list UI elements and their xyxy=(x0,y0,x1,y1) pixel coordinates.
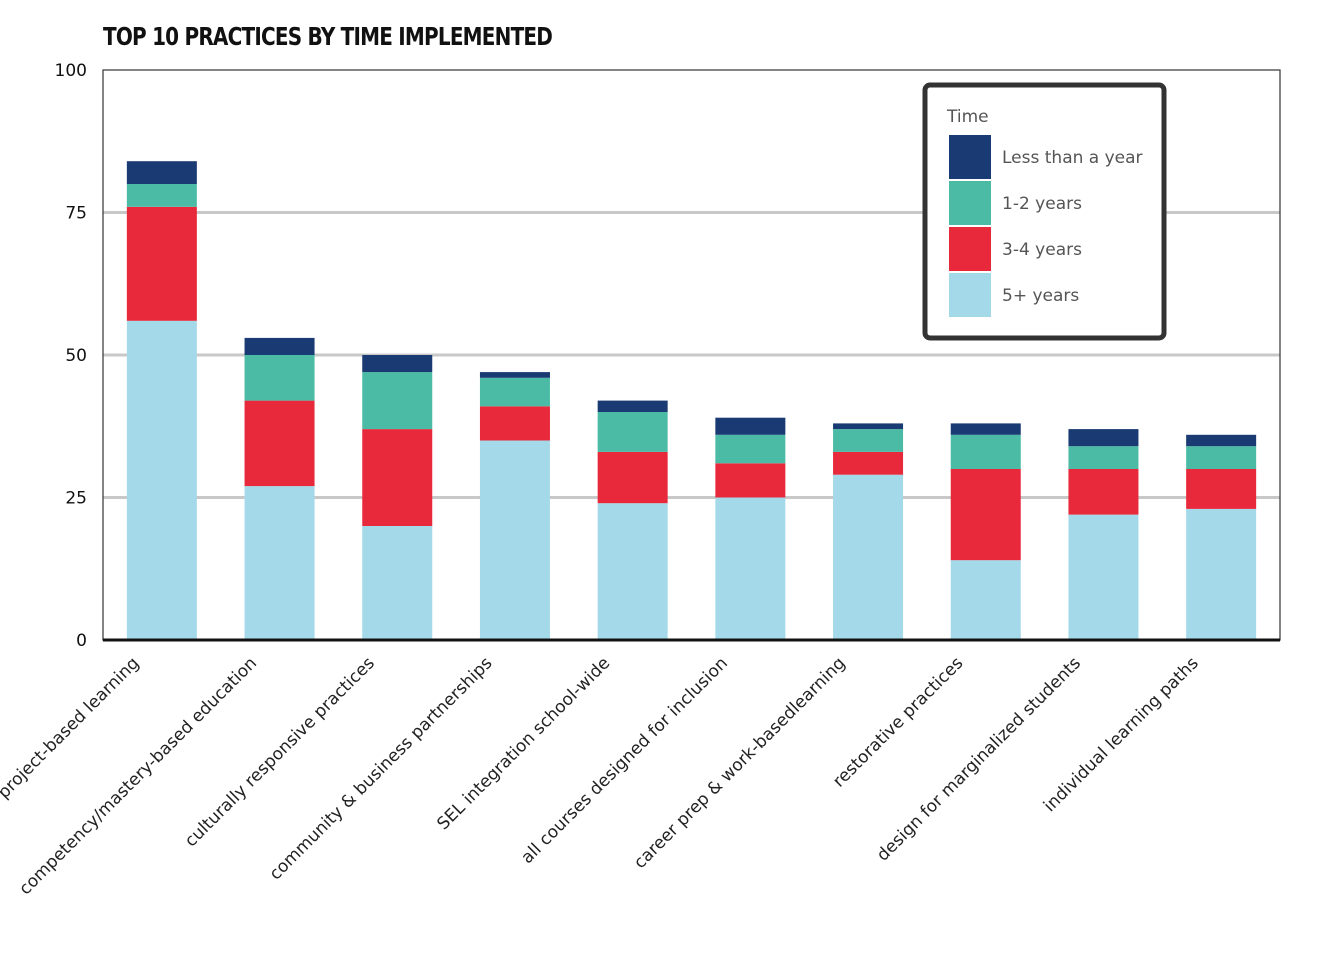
legend-swatch xyxy=(949,181,991,225)
bar-segment xyxy=(597,412,668,452)
bar-segment xyxy=(1068,446,1139,469)
bar-segment xyxy=(126,184,197,207)
bar-segment xyxy=(1068,514,1139,640)
bar-segment xyxy=(950,434,1021,469)
x-tick-label: restorative practices xyxy=(829,653,967,791)
y-tick-label: 75 xyxy=(65,204,87,224)
bar-segment xyxy=(126,161,197,184)
bar-segment xyxy=(833,423,904,430)
bar-segment xyxy=(833,474,904,640)
bar-segment xyxy=(1186,469,1257,509)
y-tick-label: 25 xyxy=(65,489,87,509)
legend-swatch xyxy=(949,227,991,271)
bar-segment xyxy=(950,560,1021,640)
y-tick-label: 0 xyxy=(76,631,87,651)
x-tick-label: culturally responsive practices xyxy=(181,653,379,851)
bar-segment xyxy=(597,400,668,412)
legend: Time Less than a year 1-2 years 3-4 years 5+… xyxy=(922,82,1167,341)
x-tick-label: design for marginalized students xyxy=(873,653,1085,865)
x-tick-label: all courses designed for inclusion xyxy=(517,653,731,867)
bar-segment xyxy=(1068,469,1139,515)
bar-segment xyxy=(833,429,904,452)
x-tick-label: competency/mastery-based education xyxy=(15,653,261,899)
bar-segment xyxy=(597,503,668,640)
y-tick-label: 50 xyxy=(65,346,87,366)
bar-segment xyxy=(479,377,550,407)
bar-segment xyxy=(479,372,550,378)
legend-title: Time xyxy=(946,107,989,127)
bar-segment xyxy=(244,355,315,401)
x-tick-label: career prep & work-basedlearning xyxy=(630,653,849,872)
bar-segment xyxy=(362,526,433,640)
bar-segment xyxy=(244,486,315,640)
bar-segment xyxy=(1068,429,1139,447)
bar-segment xyxy=(1186,508,1257,640)
bar-segment xyxy=(597,451,668,504)
bar-segment xyxy=(715,434,786,464)
legend-swatch xyxy=(949,273,991,317)
legend-label: Less than a year xyxy=(1002,148,1143,168)
legend-label: 3-4 years xyxy=(1002,240,1082,260)
bar-segment xyxy=(1186,446,1257,469)
chart-title: TOP 10 PRACTICES BY TIME IMPLEMENTED xyxy=(103,22,553,51)
y-tick-label: 100 xyxy=(55,61,87,81)
bar-segment xyxy=(362,372,433,430)
bar-segment xyxy=(126,206,197,321)
bar-segment xyxy=(244,400,315,487)
bar-segment xyxy=(715,497,786,640)
bar-segment xyxy=(362,355,433,373)
bar-segment xyxy=(715,463,786,498)
bar-segment xyxy=(244,337,315,355)
legend-label: 1-2 years xyxy=(1002,194,1082,214)
bar-segment xyxy=(833,451,904,475)
x-tick-label: community & business partnerships xyxy=(266,653,497,884)
bar-segment xyxy=(126,320,197,640)
bar-segment xyxy=(950,423,1021,435)
bars xyxy=(126,161,1257,640)
bar-segment xyxy=(362,429,433,526)
bar-segment xyxy=(479,440,550,640)
bar-segment xyxy=(1186,434,1257,447)
legend-label: 5+ years xyxy=(1002,286,1079,306)
bar-segment xyxy=(715,417,786,435)
bar-segment xyxy=(950,469,1021,561)
legend-swatch xyxy=(949,135,991,179)
bar-segment xyxy=(479,406,550,441)
